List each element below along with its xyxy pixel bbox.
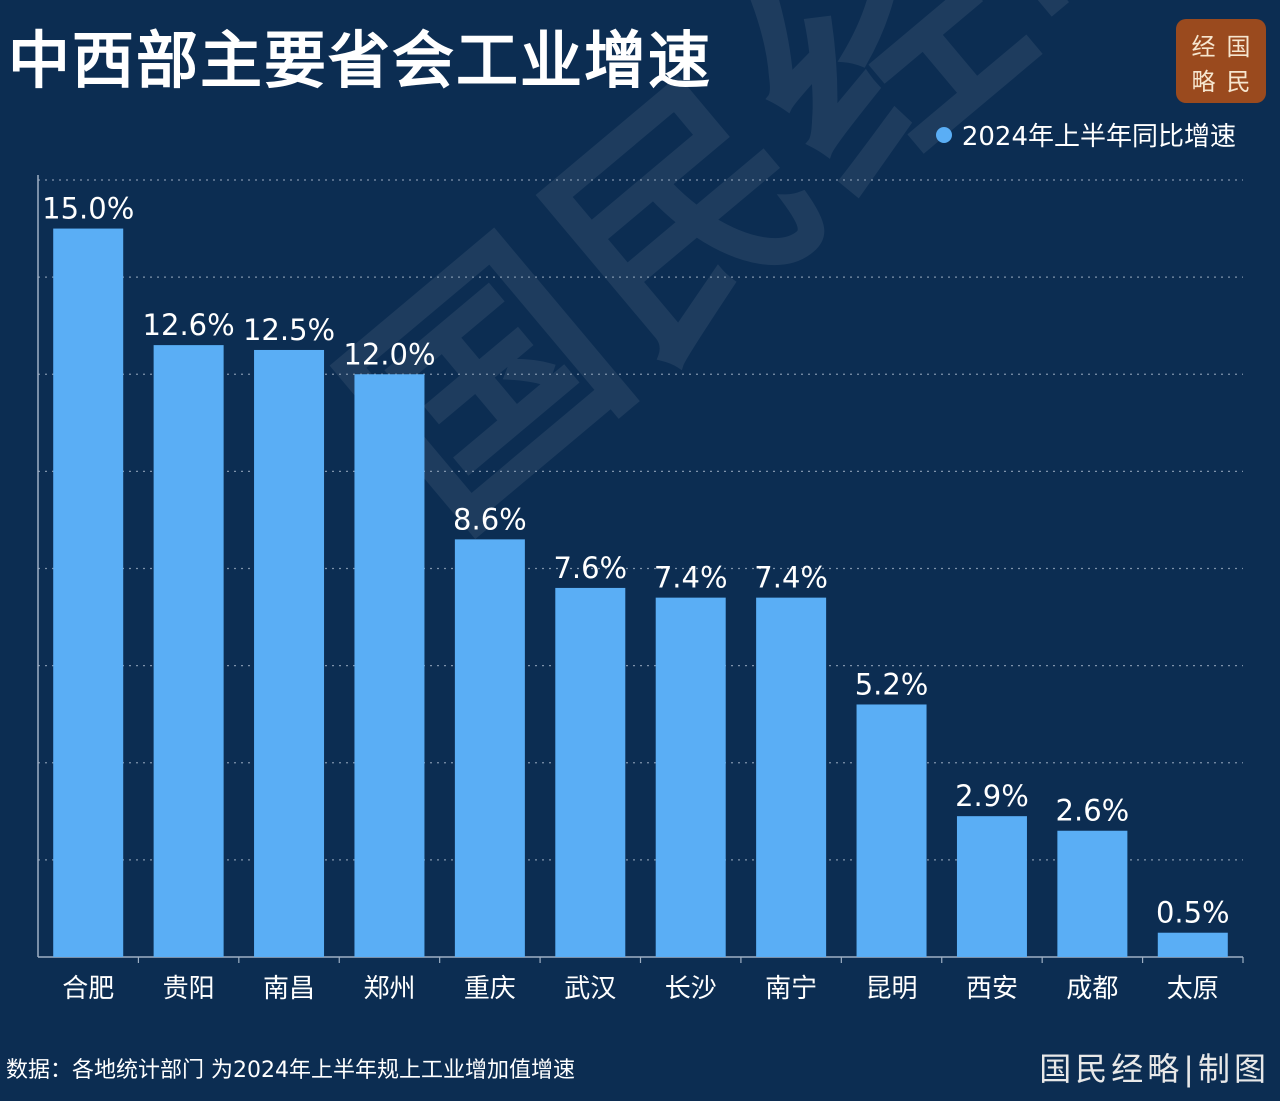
logo-char: 经 (1191, 33, 1216, 61)
x-tick-label: 贵阳 (163, 974, 215, 1004)
data-label: 15.0% (42, 192, 134, 226)
data-label: 8.6% (453, 502, 527, 536)
bar (856, 704, 927, 957)
logo-char: 民 (1226, 68, 1251, 96)
x-tick-label: 太原 (1167, 974, 1219, 1004)
bar (1157, 932, 1228, 957)
x-tick-label: 郑州 (363, 974, 415, 1004)
x-tick-label: 西安 (966, 974, 1018, 1004)
bar (655, 597, 726, 957)
x-tick-label: 南宁 (765, 974, 817, 1004)
x-tick-label: 成都 (1066, 974, 1118, 1004)
x-tick-label: 长沙 (665, 974, 717, 1004)
bar (254, 349, 325, 957)
data-label: 12.6% (143, 308, 235, 342)
bar (1057, 830, 1128, 957)
bar (53, 228, 124, 957)
x-tick-label: 重庆 (464, 974, 516, 1004)
data-label: 7.4% (754, 561, 828, 595)
data-label: 7.6% (553, 551, 627, 585)
data-source-note: 数据：各地统计部门 为2024年上半年规上工业增加值增速 (6, 1058, 575, 1083)
data-label: 0.5% (1156, 896, 1230, 930)
data-label: 2.6% (1056, 794, 1130, 828)
x-tick-label: 合肥 (62, 974, 114, 1004)
bar (354, 374, 425, 957)
legend-dot-icon (935, 126, 952, 143)
brand-logo: 经 国 略 民 (1176, 19, 1266, 103)
bar (555, 587, 626, 957)
legend-label: 2024年上半年同比增速 (961, 122, 1236, 152)
x-tick-label: 武汉 (564, 974, 616, 1004)
bar (956, 816, 1027, 957)
data-label: 12.5% (243, 313, 335, 347)
legend: 2024年上半年同比增速 (935, 116, 1236, 153)
footer-brand: 国民经略|制图 (1039, 1050, 1270, 1088)
chart-title: 中西部主要省会工业增速 (8, 24, 713, 97)
data-label: 12.0% (343, 337, 435, 371)
data-label: 7.4% (654, 561, 728, 595)
x-tick-label: 昆明 (866, 974, 918, 1004)
x-tick-label: 南昌 (263, 974, 315, 1004)
data-label: 5.2% (855, 667, 929, 701)
logo-char: 国 (1226, 33, 1251, 61)
bar (153, 345, 224, 957)
bar (454, 539, 525, 957)
logo-char: 略 (1191, 68, 1216, 96)
data-label: 2.9% (955, 779, 1029, 813)
bar (756, 597, 827, 957)
